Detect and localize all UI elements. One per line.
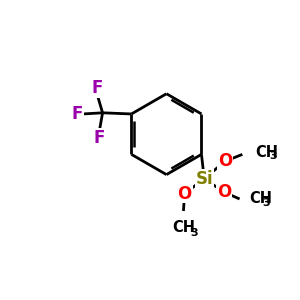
Text: F: F — [93, 128, 105, 146]
Text: O: O — [178, 185, 192, 203]
Text: CH: CH — [249, 191, 272, 206]
Text: 3: 3 — [190, 228, 198, 238]
Text: O: O — [217, 183, 231, 201]
Text: O: O — [218, 152, 232, 170]
Text: Si: Si — [195, 169, 213, 188]
Text: 3: 3 — [263, 198, 270, 208]
Text: CH: CH — [172, 220, 195, 235]
Text: 3: 3 — [269, 151, 277, 161]
Text: CH: CH — [255, 145, 278, 160]
Text: F: F — [71, 105, 83, 123]
Text: F: F — [91, 79, 103, 97]
